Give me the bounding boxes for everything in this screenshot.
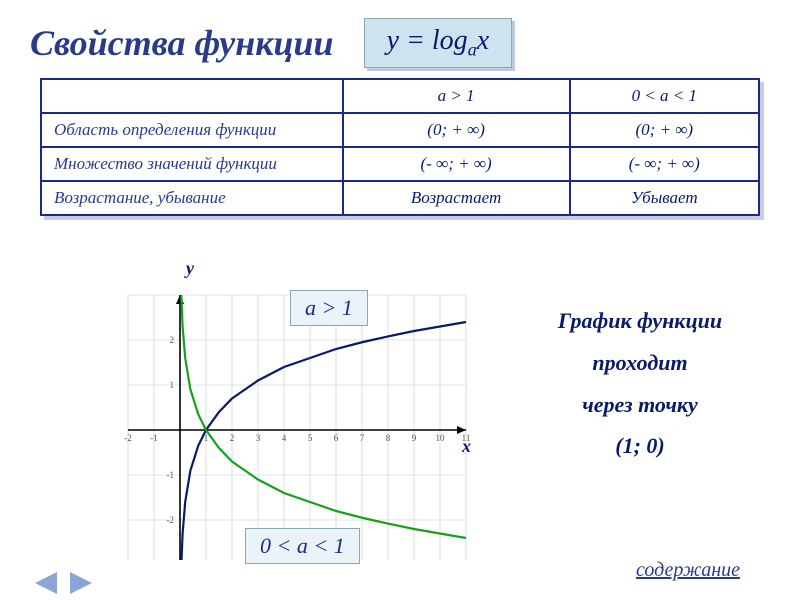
side-line: График функции [520, 300, 760, 342]
svg-text:4: 4 [282, 433, 287, 443]
side-text: График функции проходит через точку (1; … [520, 300, 760, 467]
y-axis-label: y [186, 258, 194, 279]
svg-text:-1: -1 [167, 470, 175, 480]
cell: (0; + ∞) [570, 113, 759, 147]
row-label: Возрастание, убывание [41, 181, 343, 215]
side-line: проходит [520, 342, 760, 384]
svg-text:-1: -1 [150, 433, 158, 443]
side-line: через точку [520, 384, 760, 426]
svg-text:3: 3 [256, 433, 261, 443]
page-title: Свойства функции [30, 22, 334, 64]
table-row: Множество значений функции (- ∞; + ∞) (-… [41, 147, 759, 181]
svg-text:-2: -2 [124, 433, 132, 443]
header-col1: a > 1 [343, 79, 570, 113]
cell: Убывает [570, 181, 759, 215]
svg-text:1: 1 [170, 380, 175, 390]
contents-link[interactable]: содержание [636, 559, 740, 582]
label-a-lt1: 0 < a < 1 [245, 528, 360, 564]
x-axis-label: x [462, 436, 471, 457]
cell: (- ∞; + ∞) [343, 147, 570, 181]
svg-text:8: 8 [386, 433, 391, 443]
formula-box: y = logax [364, 18, 513, 68]
row-label: Множество значений функции [41, 147, 343, 181]
svg-text:6: 6 [334, 433, 339, 443]
side-line: (1; 0) [520, 425, 760, 467]
log-chart: -2-11234567891011-3-2-112 y x a > 1 0 < … [100, 260, 480, 560]
next-arrow-icon[interactable] [70, 572, 92, 594]
svg-text:2: 2 [170, 335, 175, 345]
properties-table: a > 1 0 < a < 1 Область определения функ… [40, 78, 760, 216]
svg-text:5: 5 [308, 433, 313, 443]
svg-text:2: 2 [230, 433, 235, 443]
svg-text:9: 9 [412, 433, 417, 443]
row-label: Область определения функции [41, 113, 343, 147]
header-blank [41, 79, 343, 113]
formula-sub: a [468, 40, 477, 60]
table-row: a > 1 0 < a < 1 [41, 79, 759, 113]
svg-text:10: 10 [436, 433, 446, 443]
svg-text:-2: -2 [167, 515, 175, 525]
svg-text:7: 7 [360, 433, 365, 443]
prev-arrow-icon[interactable] [35, 572, 57, 594]
table-row: Возрастание, убывание Возрастает Убывает [41, 181, 759, 215]
cell: Возрастает [343, 181, 570, 215]
label-a-gt1: a > 1 [290, 290, 368, 326]
table-row: Область определения функции (0; + ∞) (0;… [41, 113, 759, 147]
formula-post: x [477, 25, 489, 56]
cell: (- ∞; + ∞) [570, 147, 759, 181]
header-col2: 0 < a < 1 [570, 79, 759, 113]
formula-pre: y = log [387, 25, 468, 56]
cell: (0; + ∞) [343, 113, 570, 147]
